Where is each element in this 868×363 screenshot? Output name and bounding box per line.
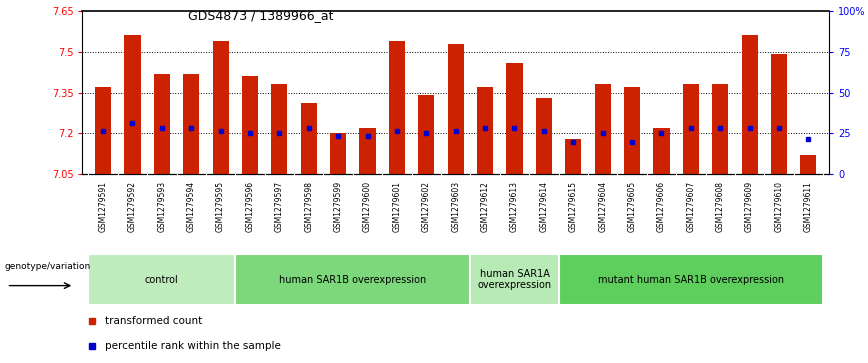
Text: GSM1279610: GSM1279610 — [774, 181, 784, 232]
Bar — [800, 155, 817, 174]
Bar — [300, 103, 317, 174]
Text: GSM1279605: GSM1279605 — [628, 181, 636, 232]
Text: human SAR1B overexpression: human SAR1B overexpression — [279, 274, 426, 285]
Text: GSM1279602: GSM1279602 — [422, 181, 431, 232]
Bar — [359, 128, 376, 174]
Bar — [506, 62, 523, 174]
Text: GSM1279608: GSM1279608 — [716, 181, 725, 232]
Bar — [595, 84, 611, 174]
Bar — [183, 73, 200, 174]
Bar — [389, 41, 405, 174]
Bar — [470, 254, 559, 305]
Bar — [654, 128, 669, 174]
Text: GSM1279601: GSM1279601 — [392, 181, 401, 232]
Text: GSM1279600: GSM1279600 — [363, 181, 372, 232]
Text: human SAR1A
overexpression: human SAR1A overexpression — [477, 269, 551, 290]
Text: GSM1279598: GSM1279598 — [305, 181, 313, 232]
Text: GSM1279607: GSM1279607 — [687, 181, 695, 232]
Bar — [330, 133, 346, 174]
Bar — [712, 84, 728, 174]
Text: GSM1279604: GSM1279604 — [598, 181, 607, 232]
Bar — [477, 87, 493, 174]
Bar — [95, 87, 111, 174]
Text: GSM1279591: GSM1279591 — [99, 181, 108, 232]
Text: GSM1279613: GSM1279613 — [510, 181, 519, 232]
Text: percentile rank within the sample: percentile rank within the sample — [105, 340, 281, 351]
Text: GSM1279597: GSM1279597 — [275, 181, 284, 232]
Bar — [213, 41, 228, 174]
Text: GSM1279599: GSM1279599 — [333, 181, 343, 232]
Text: GSM1279612: GSM1279612 — [481, 181, 490, 232]
Bar — [624, 87, 640, 174]
Bar — [418, 95, 434, 174]
Bar — [559, 254, 823, 305]
Text: GSM1279609: GSM1279609 — [745, 181, 754, 232]
Bar — [536, 98, 552, 174]
Bar — [741, 35, 758, 174]
Text: GSM1279606: GSM1279606 — [657, 181, 666, 232]
Bar — [565, 139, 582, 174]
Bar — [683, 84, 699, 174]
Bar — [272, 84, 287, 174]
Text: GSM1279603: GSM1279603 — [451, 181, 460, 232]
Bar — [242, 76, 258, 174]
Text: GSM1279593: GSM1279593 — [157, 181, 167, 232]
Text: transformed count: transformed count — [105, 316, 202, 326]
Text: GSM1279611: GSM1279611 — [804, 181, 812, 232]
Bar — [124, 35, 141, 174]
Bar — [448, 44, 464, 174]
Bar — [154, 73, 170, 174]
Bar — [771, 54, 787, 174]
Bar — [89, 254, 235, 305]
Text: GSM1279614: GSM1279614 — [539, 181, 549, 232]
Text: GSM1279596: GSM1279596 — [246, 181, 254, 232]
Text: genotype/variation: genotype/variation — [4, 262, 90, 271]
Text: control: control — [145, 274, 179, 285]
Text: mutant human SAR1B overexpression: mutant human SAR1B overexpression — [598, 274, 784, 285]
Text: GDS4873 / 1389966_at: GDS4873 / 1389966_at — [187, 9, 333, 22]
Bar — [235, 254, 470, 305]
Text: GSM1279594: GSM1279594 — [187, 181, 195, 232]
Text: GSM1279595: GSM1279595 — [216, 181, 225, 232]
Text: GSM1279615: GSM1279615 — [569, 181, 578, 232]
Text: GSM1279592: GSM1279592 — [128, 181, 137, 232]
